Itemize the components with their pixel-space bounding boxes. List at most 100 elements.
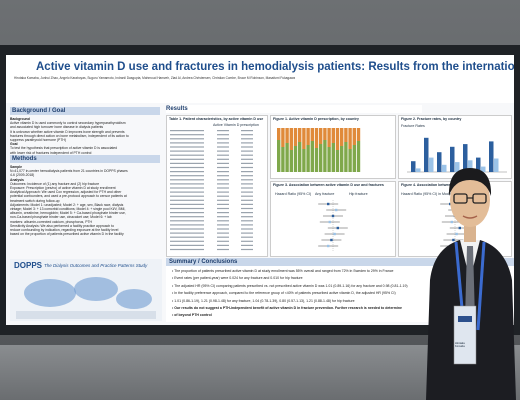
point-estimate [327,202,330,206]
table-cell [217,183,229,185]
stack-segment [293,128,298,146]
stack-segment [352,145,356,172]
stack-segment [281,128,285,147]
stack-segment [344,128,348,142]
table-row-label [170,158,204,160]
table-cell [241,171,253,173]
stack-segment [289,150,293,172]
stack-segment [298,128,302,142]
table-cell [241,150,253,152]
point-estimate [336,226,339,230]
summary-line: • Our results do not suggest a PTH-indep… [172,306,402,310]
table-row-label [170,138,204,140]
table-cell [217,232,229,234]
table-cell [241,134,253,136]
stack-segment [323,140,327,172]
summary-line: • Event rates (per patient-year) were 0.… [172,276,303,281]
table-cell [217,166,229,169]
stack-segment [327,147,331,172]
stack-segment [319,128,323,144]
point-estimate [333,232,336,236]
text-line: Active vitamin D is used commonly to con… [10,121,126,126]
table-row-label [170,195,204,197]
text-line: Sensitivity Analysis: We also performed … [10,223,114,228]
table-cell [217,130,229,132]
figure2-title: Figure 2. Fracture rates, by country [401,117,462,121]
text-line: Analytical Approach: We used Cox regress… [10,190,122,195]
background-heading: Background / Goal [10,107,160,115]
table-row-label [170,248,204,251]
stack-segment [331,128,335,143]
stack-segment [310,128,314,141]
summary-heading: Summary / Conclusions [166,258,514,266]
table-row-label [170,154,204,156]
table-cell [241,154,253,156]
badge-name: Hirotaka Komaba [455,342,465,348]
figure3-forest-plot [318,200,348,252]
table-row-label [170,150,204,152]
table-row-label [170,240,204,242]
table-cell [217,216,229,218]
table-cell [241,224,253,226]
table1-col-header: Active Vitamin D prescription [213,123,259,127]
point-estimate [335,208,338,212]
table-row-label [170,203,204,205]
figure3-title: Figure 3. Association between active vit… [273,183,384,187]
table-row-label [170,179,204,181]
bar-any-fracture [476,157,481,172]
stack-segment [356,128,361,141]
text-line: potential confounders, and used a pre-pr… [10,194,127,199]
text-line: based on the proportion of patients pres… [10,232,124,237]
summary-line: • 1.01 (0.86-1.19), 1.21 (0.98-1.48) for… [172,298,355,303]
table-cell [241,236,253,238]
bar-hip-fracture [455,162,460,172]
table-cell [241,199,253,201]
text-line: vintage; Model 3: + 13 comorbid conditio… [10,207,126,212]
table-cell [241,175,253,177]
background-text: Background Active vitamin D is used commo… [10,117,160,155]
table-cell [217,162,229,164]
point-estimate [331,214,335,218]
stack-segment [348,128,352,149]
stack-segment [281,147,285,172]
text-line: albumin, creatinine, hemoglobin; Model 5… [10,211,126,216]
poster-banner: Active vitamin D use and fractures in he… [6,55,514,103]
point-estimate [450,220,453,224]
table1-title: Table 1. Patient characteristics, by act… [169,117,264,121]
figure3-legend-any: Any fracture [315,192,335,196]
point-estimate [452,238,455,242]
text-line: Background [10,117,30,121]
table-row-label [170,216,204,218]
text-line: It is unknown whether active vitamin D i… [10,129,125,134]
table-cell [241,203,253,205]
table-cell [217,154,229,156]
stack-segment [310,141,314,172]
stack-segment [285,143,289,172]
stack-segment [352,128,356,145]
dopps-logo: DOPPS [14,261,43,270]
stack-segment [306,128,310,145]
methods-text: Sample N=41,077 in-center hemodialysis pa… [10,165,160,236]
stack-segment [277,140,281,172]
figure4-title: Figure 4. Association between facility [401,183,465,187]
stack-segment [298,142,302,172]
table-row-label [170,199,204,201]
bar-hip-fracture [481,166,486,172]
text-line: To test the hypothesis that prescription… [10,146,118,151]
table-row-label [170,224,204,226]
table-cell [241,146,253,148]
text-line: treatment switch during follow-up [10,198,60,203]
summary-line: • In the facility preference approach, c… [172,291,396,296]
point-estimate [330,238,333,242]
table-cell [217,224,229,226]
summary-line: • of beyond PTH control [172,313,212,318]
table-cell [241,216,253,218]
table-cell [241,220,253,222]
table-row-label [170,171,204,173]
stack-segment [314,128,319,148]
stack-segment [314,148,319,172]
poster-title: Active vitamin D use and fractures in he… [36,61,514,73]
table-cell [217,134,229,136]
table-cell [217,207,229,210]
bar-hip-fracture [468,160,473,172]
